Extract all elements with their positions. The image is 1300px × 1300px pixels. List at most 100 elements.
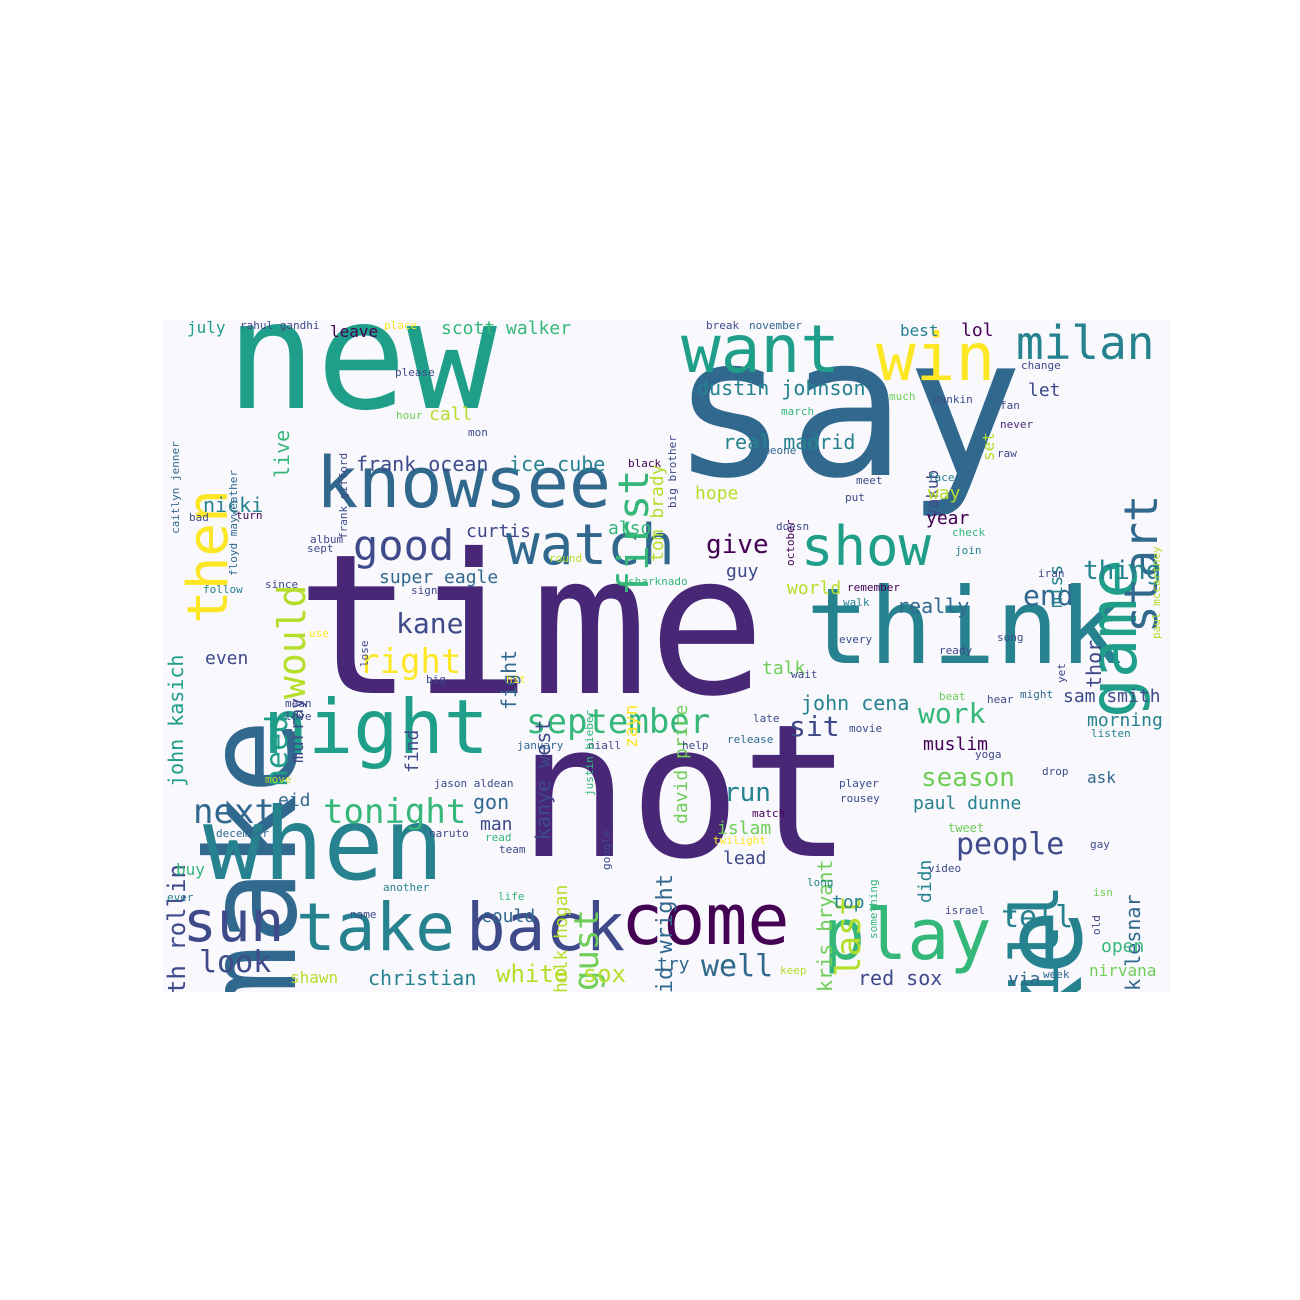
word-march: march bbox=[781, 405, 815, 418]
word-white-sox: white sox bbox=[496, 960, 627, 988]
word-september: september bbox=[526, 702, 711, 742]
word-iran: iran bbox=[1038, 567, 1065, 580]
word-back: back bbox=[466, 889, 625, 966]
word-frank-ocean: frank ocean bbox=[356, 452, 489, 476]
word-join: join bbox=[955, 544, 982, 557]
word-rousey: rousey bbox=[840, 792, 880, 805]
word-sharknado: sharknado bbox=[628, 575, 688, 588]
word-could: could bbox=[481, 906, 536, 927]
word-google: google bbox=[600, 829, 613, 870]
word-yet: yet bbox=[1055, 662, 1068, 683]
word-real-madrid: real madrid bbox=[723, 430, 856, 454]
word-super-eagle: super eagle bbox=[379, 567, 499, 588]
word-doesn: doesn bbox=[776, 520, 810, 533]
word-naruto: naruto bbox=[429, 827, 469, 840]
word-might: might bbox=[1020, 688, 1054, 701]
word-open: open bbox=[1101, 936, 1145, 957]
word-lose: lose bbox=[358, 640, 371, 668]
word-kanye-west: kanye west bbox=[531, 719, 555, 840]
word-november: november bbox=[749, 320, 802, 332]
word-nirvana: nirvana bbox=[1089, 961, 1157, 980]
word-caitlyn-jenner: caitlyn jenner bbox=[169, 441, 182, 535]
word-mean: mean bbox=[285, 697, 312, 710]
word-islam: islam bbox=[717, 818, 772, 839]
word-rahul-gandhi: rahul gandhi bbox=[240, 320, 320, 332]
word-tonight: tonight bbox=[323, 792, 467, 832]
word-follow: follow bbox=[203, 583, 243, 596]
word-curtis: curtis bbox=[466, 521, 532, 542]
word-knowsee: knowsee bbox=[316, 442, 612, 524]
word-eid: eid bbox=[278, 790, 311, 811]
word-would: would bbox=[270, 584, 314, 699]
word-niall: niall bbox=[588, 739, 622, 752]
word-good: good bbox=[353, 521, 455, 570]
word-late: late bbox=[753, 712, 780, 725]
word-december: december bbox=[216, 827, 269, 840]
word-way: way bbox=[928, 483, 961, 504]
word-israel: israel bbox=[945, 904, 985, 917]
word-seth-rollin: seth rollin bbox=[163, 864, 191, 992]
word-player: player bbox=[839, 777, 879, 790]
word-thing: thing bbox=[1083, 556, 1162, 586]
word-top: top bbox=[832, 892, 865, 913]
word-think: think bbox=[806, 566, 1123, 688]
word-hit: hit bbox=[506, 673, 526, 686]
word-listen: listen bbox=[1091, 727, 1131, 740]
word-old: old bbox=[1090, 914, 1103, 935]
word-leave: leave bbox=[330, 322, 379, 341]
word-thor: thor bbox=[1082, 639, 1106, 688]
word-live: live bbox=[270, 429, 294, 478]
word-please: please bbox=[395, 366, 435, 379]
word-show: show bbox=[801, 515, 932, 578]
word-hear: hear bbox=[987, 693, 1014, 706]
word-use: use bbox=[309, 627, 329, 640]
word-sit: sit bbox=[789, 710, 840, 743]
word-new: new bbox=[226, 320, 497, 444]
word-christian: christian bbox=[368, 966, 477, 990]
word-break: break bbox=[706, 320, 740, 332]
word-hour: hour bbox=[396, 409, 423, 422]
word-world: world bbox=[787, 578, 842, 599]
word-isn: isn bbox=[1093, 886, 1113, 899]
word-night: night bbox=[263, 683, 489, 771]
word-since: since bbox=[265, 578, 299, 591]
word-face: face bbox=[928, 471, 955, 484]
word-drop: drop bbox=[1042, 765, 1069, 778]
word-come: come bbox=[621, 879, 790, 961]
word-twilight: twilight bbox=[713, 834, 766, 847]
word-look: look bbox=[199, 945, 272, 980]
word-next: next bbox=[193, 792, 275, 832]
word-october: october bbox=[784, 519, 797, 567]
word-move: move bbox=[265, 773, 292, 786]
word-love: love bbox=[285, 710, 312, 723]
word-much: much bbox=[889, 390, 916, 403]
word-jason-aldean: jason aldean bbox=[434, 777, 514, 790]
word-let: let bbox=[1028, 380, 1061, 401]
word-keep: keep bbox=[780, 964, 807, 977]
word-january: january bbox=[517, 739, 564, 752]
word-muslim: muslim bbox=[923, 734, 989, 755]
word-change: change bbox=[1021, 359, 1061, 372]
word-name: name bbox=[350, 908, 377, 921]
word-sept: sept bbox=[307, 542, 334, 555]
word-play: play bbox=[823, 894, 992, 976]
word-scott-walker: scott walker bbox=[441, 320, 572, 339]
word-remember: remember bbox=[847, 581, 900, 594]
word-release: release bbox=[727, 733, 774, 746]
word-meet: meet bbox=[856, 474, 883, 487]
word-time: time bbox=[296, 512, 766, 739]
word-red-sox: red sox bbox=[858, 966, 943, 990]
word-say: say bbox=[671, 320, 1024, 521]
word-put: put bbox=[845, 491, 865, 504]
word-morning: morning bbox=[1087, 710, 1163, 731]
word-give: give bbox=[706, 530, 769, 560]
word-life: life bbox=[498, 890, 525, 903]
word-well: well bbox=[701, 949, 774, 984]
word-turn: turn bbox=[236, 509, 263, 522]
word-sam-smith: sam smith bbox=[1063, 686, 1161, 707]
word-man: man bbox=[480, 814, 513, 835]
word-talk: talk bbox=[762, 658, 806, 679]
word-kane: kane bbox=[396, 607, 464, 640]
word-raw: raw bbox=[997, 447, 1017, 460]
word-floyd-mayweather: floyd mayweather bbox=[227, 469, 240, 576]
